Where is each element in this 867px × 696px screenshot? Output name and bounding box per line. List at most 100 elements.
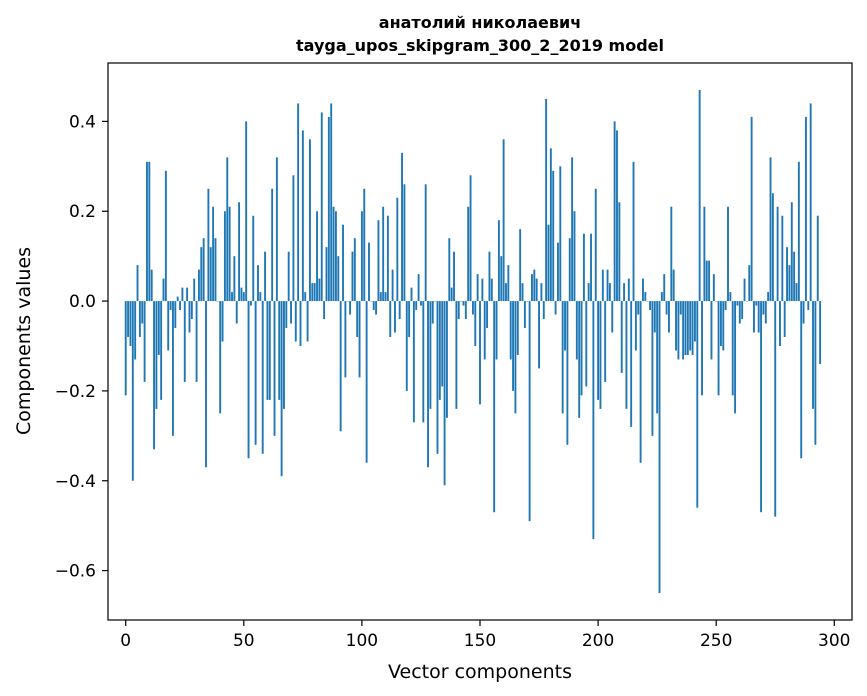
bar-259 xyxy=(736,301,739,306)
bar-83 xyxy=(320,112,323,302)
bar-9 xyxy=(146,161,148,302)
bar-190 xyxy=(573,211,576,302)
bar-198 xyxy=(592,301,595,540)
bar-102 xyxy=(365,301,368,463)
bar-67 xyxy=(283,301,285,409)
bar-32 xyxy=(200,247,203,302)
bar-58 xyxy=(261,301,264,454)
bar-46 xyxy=(233,256,236,302)
bar-16 xyxy=(162,278,165,302)
bar-63 xyxy=(273,301,276,436)
bar-128 xyxy=(427,301,429,468)
bar-169 xyxy=(523,301,526,329)
bar-234 xyxy=(677,301,680,360)
bar-43 xyxy=(226,157,229,302)
bar-96 xyxy=(351,251,354,302)
bar-158 xyxy=(497,220,500,302)
bar-157 xyxy=(495,301,498,360)
bar-231 xyxy=(670,206,673,302)
bar-288 xyxy=(805,116,807,302)
bar-165 xyxy=(514,301,517,414)
bar-236 xyxy=(682,301,685,360)
bar-114 xyxy=(394,301,396,333)
bar-196 xyxy=(587,283,590,302)
bar-133 xyxy=(438,301,441,400)
y-tick-label: −0.6 xyxy=(55,562,96,582)
bars-group xyxy=(124,89,822,594)
bar-138 xyxy=(450,287,453,302)
bar-55 xyxy=(254,301,257,445)
bar-256 xyxy=(729,292,732,302)
bar-87 xyxy=(330,103,333,302)
bar-217 xyxy=(637,301,640,315)
y-tick-label: 0.2 xyxy=(69,202,96,222)
bar-244 xyxy=(701,301,703,396)
bar-262 xyxy=(743,278,746,302)
bar-21 xyxy=(174,301,177,329)
bar-160 xyxy=(502,139,505,302)
bar-183 xyxy=(557,242,559,302)
bar-140 xyxy=(455,301,458,409)
bar-18 xyxy=(167,301,170,351)
bar-48 xyxy=(238,202,241,302)
bar-228 xyxy=(663,274,666,302)
bar-246 xyxy=(705,260,708,302)
chart-title: анатолий николаевич xyxy=(379,13,581,32)
bar-72 xyxy=(294,301,297,342)
bar-137 xyxy=(448,238,451,302)
bar-163 xyxy=(509,301,512,360)
bar-141 xyxy=(457,301,460,320)
bar-101 xyxy=(363,188,366,302)
bar-44 xyxy=(228,206,231,302)
bar-106 xyxy=(375,301,378,315)
bar-68 xyxy=(285,301,288,329)
bar-220 xyxy=(644,292,647,302)
x-axis: 0 50 100 150 200 250 300 xyxy=(120,620,851,651)
bar-179 xyxy=(547,224,550,302)
bar-271 xyxy=(764,301,767,324)
bar-229 xyxy=(665,301,668,315)
bar-111 xyxy=(386,215,389,302)
bar-188 xyxy=(568,238,571,302)
bar-112 xyxy=(389,301,392,338)
bar-115 xyxy=(396,197,399,302)
bar-214 xyxy=(630,301,633,427)
bar-182 xyxy=(554,301,557,315)
bar-283 xyxy=(793,251,796,302)
bar-8 xyxy=(143,301,146,382)
bar-10 xyxy=(148,161,151,302)
bar-248 xyxy=(710,301,713,360)
bar-103 xyxy=(368,242,370,302)
bar-17 xyxy=(164,170,167,302)
bar-127 xyxy=(424,184,427,302)
bar-206 xyxy=(611,301,614,333)
y-axis-label: Components values xyxy=(13,247,35,435)
bar-97 xyxy=(353,238,356,302)
bar-33 xyxy=(202,238,205,302)
bar-186 xyxy=(564,301,566,351)
bar-121 xyxy=(410,287,413,302)
bar-119 xyxy=(405,301,408,391)
bar-218 xyxy=(639,301,642,463)
bar-14 xyxy=(157,301,160,355)
bar-278 xyxy=(781,215,784,302)
bar-192 xyxy=(578,301,581,418)
bar-293 xyxy=(816,215,819,302)
bar-207 xyxy=(613,121,616,302)
bar-40 xyxy=(219,301,222,414)
bar-216 xyxy=(634,301,637,351)
bar-38 xyxy=(214,238,217,302)
bar-257 xyxy=(731,301,734,396)
bar-177 xyxy=(542,301,545,320)
bar-15 xyxy=(160,301,163,400)
bar-151 xyxy=(481,278,484,302)
bar-245 xyxy=(703,206,706,302)
bar-41 xyxy=(221,301,224,342)
bar-181 xyxy=(552,170,555,302)
bar-289 xyxy=(807,301,810,311)
bar-168 xyxy=(521,283,524,302)
bar-167 xyxy=(519,229,522,302)
bar-164 xyxy=(512,301,515,391)
bar-219 xyxy=(642,278,644,302)
